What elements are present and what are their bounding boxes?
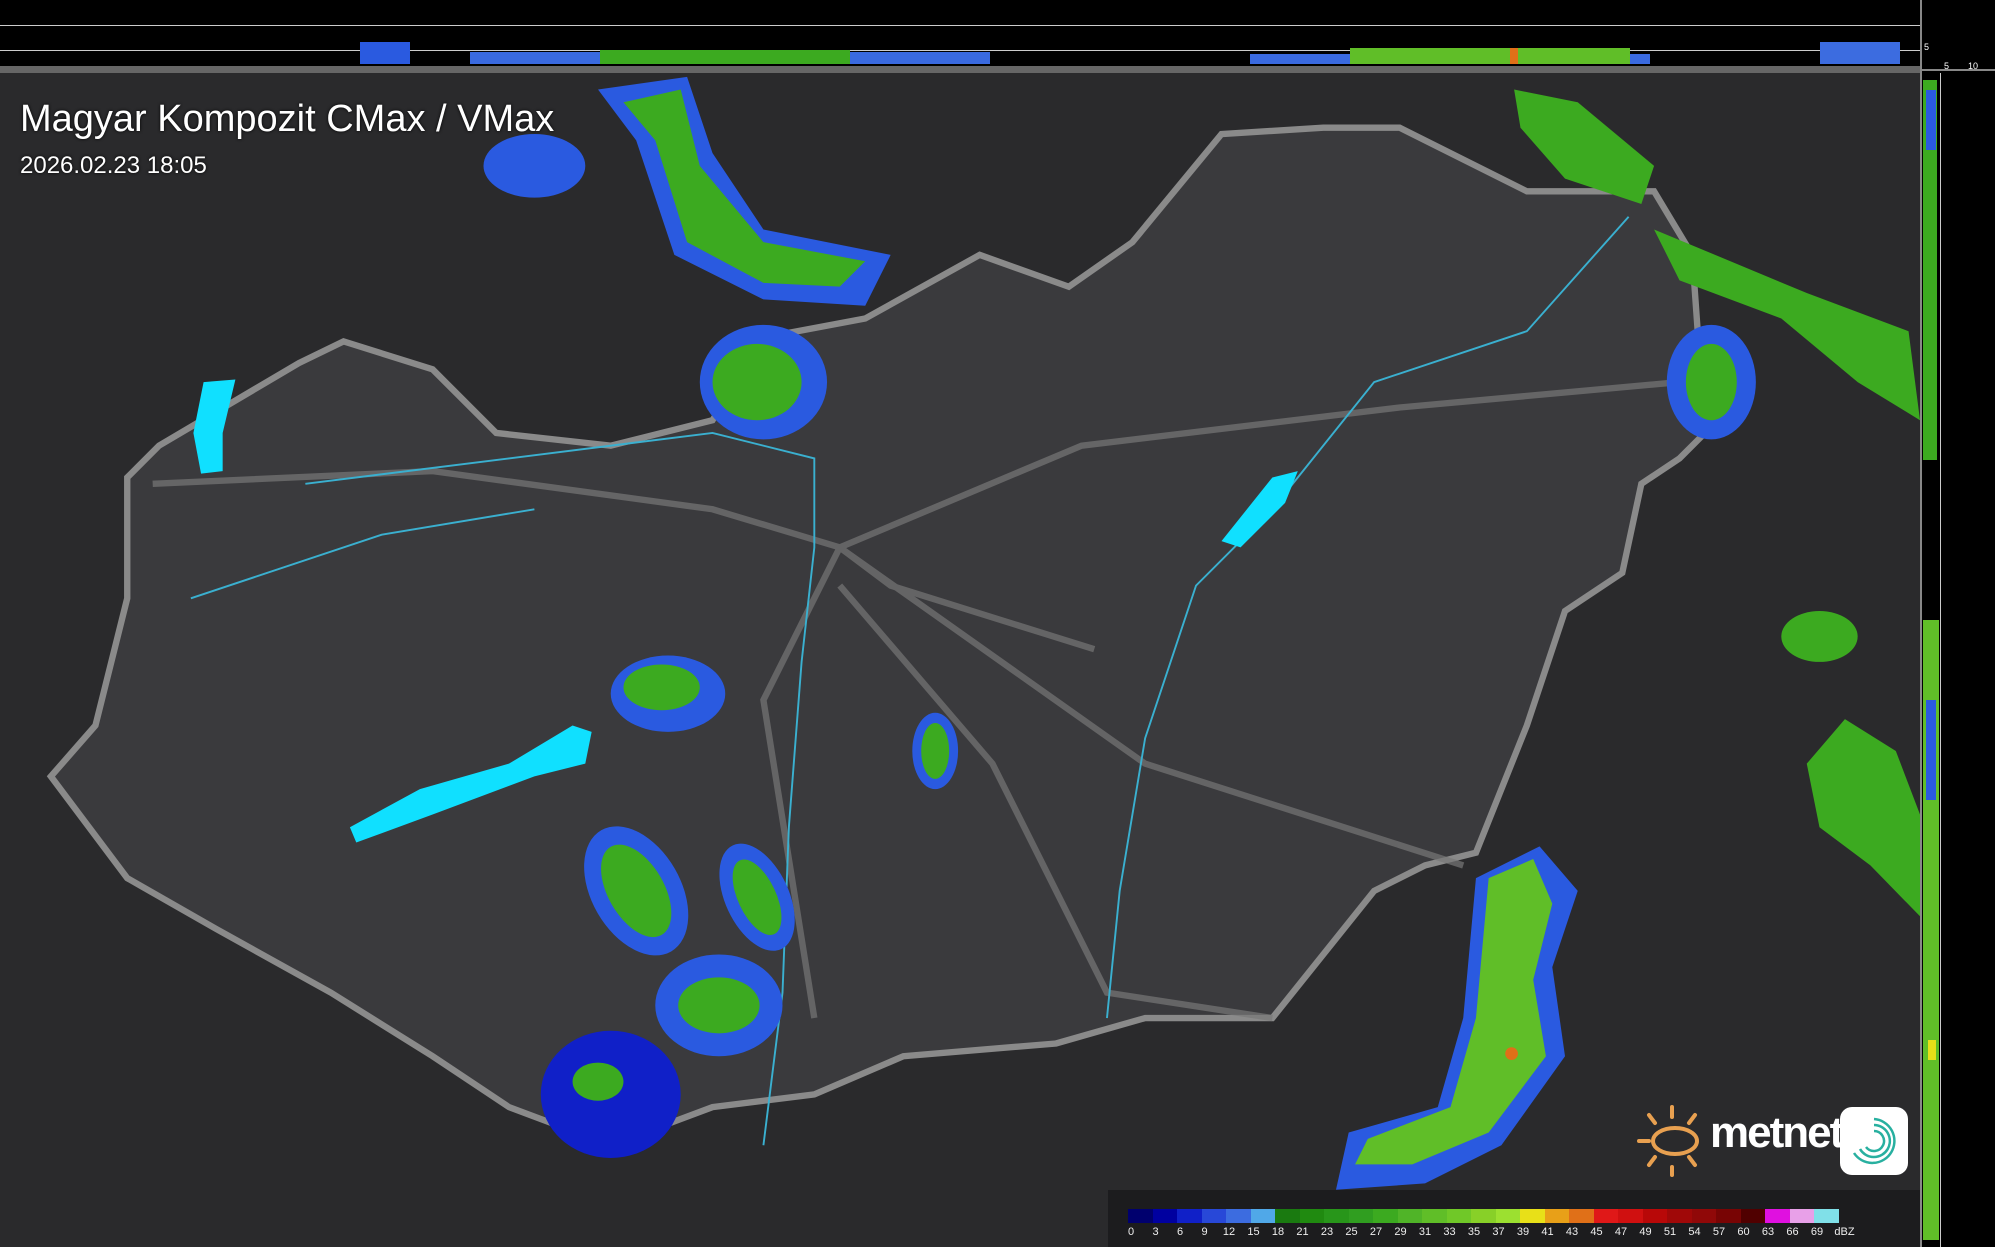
lake-neusiedl bbox=[193, 379, 236, 474]
legend-label: 12 bbox=[1222, 1226, 1236, 1238]
legend-unit: dBZ bbox=[1834, 1226, 1855, 1238]
legend-label: 29 bbox=[1394, 1226, 1407, 1238]
spiral-app-icon bbox=[1840, 1107, 1908, 1175]
legend-swatch bbox=[1348, 1209, 1373, 1223]
metnet-logo: metnet bbox=[1635, 1103, 1910, 1178]
legend-swatch bbox=[1495, 1209, 1520, 1223]
legend-swatch bbox=[1152, 1209, 1177, 1223]
lakes bbox=[193, 379, 1298, 843]
legend-swatch bbox=[1814, 1209, 1839, 1223]
legend-label: 54 bbox=[1688, 1226, 1701, 1238]
roads bbox=[152, 378, 1680, 1022]
legend-label: 27 bbox=[1369, 1226, 1383, 1238]
timestamp: 2026.02.23 18:05 bbox=[20, 152, 207, 179]
legend-label: 15 bbox=[1247, 1226, 1260, 1238]
legend-label: 66 bbox=[1786, 1226, 1799, 1238]
legend-swatch bbox=[1667, 1209, 1692, 1223]
legend-label: 63 bbox=[1761, 1226, 1775, 1238]
tick-right-5: 5 bbox=[1944, 61, 1950, 71]
legend-label: 18 bbox=[1271, 1226, 1285, 1238]
lake-balaton bbox=[349, 725, 592, 843]
legend-swatch bbox=[1642, 1209, 1667, 1223]
legend-label: 47 bbox=[1614, 1226, 1628, 1238]
legend-labels: 0 3 6 9 12 15 18 21 23 25 27 29 31 33 35 37 39 41 43 45 47 49… bbox=[1128, 1226, 1928, 1242]
legend-swatch bbox=[1544, 1209, 1569, 1223]
legend-swatch bbox=[1593, 1209, 1618, 1223]
vertical-profile-top: 10 bbox=[0, 0, 1934, 73]
legend-label: 39 bbox=[1516, 1226, 1530, 1238]
legend-label: 21 bbox=[1296, 1226, 1309, 1238]
legend-color-bar bbox=[1128, 1209, 1839, 1223]
legend-label: 51 bbox=[1663, 1226, 1677, 1238]
legend-label: 9 bbox=[1201, 1226, 1208, 1238]
legend-swatch bbox=[1422, 1209, 1447, 1223]
legend-swatch bbox=[1569, 1209, 1594, 1223]
legend-label: 60 bbox=[1737, 1226, 1750, 1238]
lake-tisza bbox=[1221, 471, 1298, 548]
legend-label: 3 bbox=[1152, 1226, 1159, 1238]
legend-swatch bbox=[1250, 1209, 1275, 1223]
legend-swatch bbox=[1324, 1209, 1349, 1223]
vertical-profile-right: 5 5 10 bbox=[1920, 0, 1995, 1247]
legend-swatch bbox=[1618, 1209, 1643, 1223]
legend-label: 0 bbox=[1127, 1226, 1135, 1238]
dbz-color-legend: 0 3 6 9 12 15 18 21 23 25 27 29 31 33 35 37 39 41 43 45 47 49… bbox=[1108, 1190, 1920, 1247]
legend-swatch bbox=[1128, 1209, 1153, 1223]
legend-label: 6 bbox=[1176, 1226, 1184, 1238]
map-title: Magyar Kompozit CMax / VMax bbox=[20, 98, 555, 140]
legend-swatch bbox=[1740, 1209, 1765, 1223]
legend-label: 41 bbox=[1541, 1226, 1554, 1238]
legend-swatch bbox=[1446, 1209, 1471, 1223]
legend-swatch bbox=[1765, 1209, 1790, 1223]
legend-swatch bbox=[1177, 1209, 1202, 1223]
radar-map[interactable] bbox=[0, 73, 1920, 1247]
radar-echoes bbox=[483, 76, 1920, 1190]
legend-label: 35 bbox=[1467, 1226, 1481, 1238]
legend-label: 37 bbox=[1492, 1226, 1505, 1238]
legend-label: 69 bbox=[1810, 1226, 1824, 1238]
legend-swatch bbox=[1226, 1209, 1251, 1223]
legend-swatch bbox=[1691, 1209, 1716, 1223]
legend-label: 57 bbox=[1712, 1226, 1726, 1238]
legend-swatch bbox=[1716, 1209, 1741, 1223]
legend-label: 31 bbox=[1418, 1226, 1432, 1238]
legend-swatch bbox=[1373, 1209, 1398, 1223]
legend-label: 43 bbox=[1565, 1226, 1579, 1238]
legend-label: 49 bbox=[1639, 1226, 1652, 1238]
legend-swatch bbox=[1789, 1209, 1814, 1223]
top-profile-echoes bbox=[0, 42, 1920, 73]
legend-label: 25 bbox=[1345, 1226, 1358, 1238]
legend-swatch bbox=[1299, 1209, 1324, 1223]
legend-swatch bbox=[1275, 1209, 1300, 1223]
legend-label: 45 bbox=[1590, 1226, 1603, 1238]
tick-right-10: 10 bbox=[1968, 61, 1979, 71]
legend-label: 23 bbox=[1320, 1226, 1334, 1238]
gridline-5 bbox=[0, 50, 1920, 51]
legend-swatch bbox=[1201, 1209, 1226, 1223]
legend-swatch bbox=[1520, 1209, 1545, 1223]
metnet-wordmark: metnet bbox=[1710, 1108, 1844, 1157]
tick-top-5: 5 bbox=[1924, 42, 1930, 52]
legend-label: 33 bbox=[1443, 1226, 1456, 1238]
legend-swatch bbox=[1471, 1209, 1496, 1223]
legend-swatch bbox=[1397, 1209, 1422, 1223]
gridline-10 bbox=[0, 25, 1920, 26]
sun-logo-icon bbox=[1637, 1105, 1699, 1177]
right-profile-echoes bbox=[1923, 80, 1939, 1240]
